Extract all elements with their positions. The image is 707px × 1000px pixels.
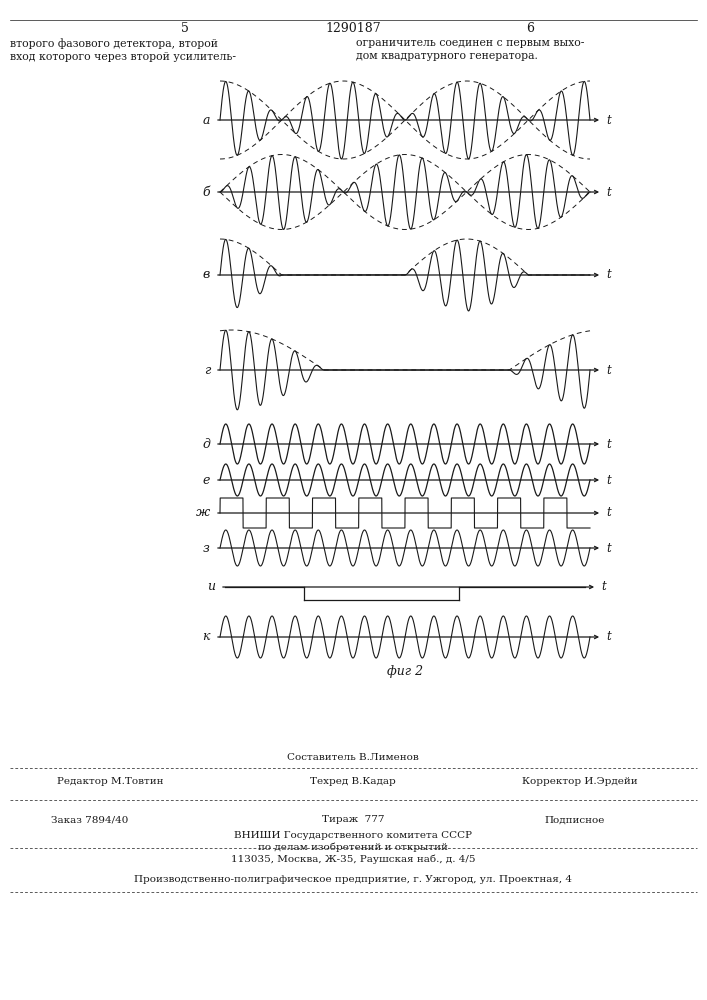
Text: t: t bbox=[606, 268, 611, 282]
Text: в: в bbox=[203, 268, 210, 282]
Text: t: t bbox=[606, 542, 611, 554]
Text: t: t bbox=[606, 506, 611, 520]
Text: ВНИШИ Государственного комитета СССР: ВНИШИ Государственного комитета СССР bbox=[234, 830, 472, 840]
Text: Составитель В.Лименов: Составитель В.Лименов bbox=[287, 752, 419, 762]
Text: по делам изобретений и открытий: по делам изобретений и открытий bbox=[258, 842, 448, 852]
Text: и: и bbox=[207, 580, 215, 593]
Text: Тираж  777: Тираж 777 bbox=[322, 816, 384, 824]
Text: 5: 5 bbox=[181, 21, 189, 34]
Text: е: е bbox=[203, 474, 210, 487]
Text: t: t bbox=[606, 631, 611, 644]
Text: t: t bbox=[606, 363, 611, 376]
Text: t: t bbox=[606, 474, 611, 487]
Text: t: t bbox=[601, 580, 606, 593]
Text: t: t bbox=[606, 438, 611, 450]
Text: t: t bbox=[606, 186, 611, 198]
Text: Производственно-полиграфическое предприятие, г. Ужгород, ул. Проектная, 4: Производственно-полиграфическое предприя… bbox=[134, 876, 572, 884]
Text: г: г bbox=[204, 363, 210, 376]
Text: 1290187: 1290187 bbox=[325, 21, 381, 34]
Text: з: з bbox=[203, 542, 210, 554]
Text: д: д bbox=[202, 438, 210, 450]
Text: 6: 6 bbox=[526, 21, 534, 34]
Text: Заказ 7894/40: Заказ 7894/40 bbox=[52, 816, 129, 824]
Text: 113035, Москва, Ж-35, Раушская наб., д. 4/5: 113035, Москва, Ж-35, Раушская наб., д. … bbox=[230, 854, 475, 864]
Text: Подписное: Подписное bbox=[545, 816, 605, 824]
Text: ограничитель соединен с первым выхо-
дом квадратурного генератора.: ограничитель соединен с первым выхо- дом… bbox=[356, 38, 585, 61]
Text: ж: ж bbox=[196, 506, 210, 520]
Text: к: к bbox=[202, 631, 210, 644]
Text: Техред В.Кадар: Техред В.Кадар bbox=[310, 778, 396, 786]
Text: Корректор И.Эрдейи: Корректор И.Эрдейи bbox=[522, 778, 638, 786]
Text: t: t bbox=[606, 113, 611, 126]
Text: фиг 2: фиг 2 bbox=[387, 666, 423, 678]
Text: б: б bbox=[202, 186, 210, 198]
Text: а: а bbox=[202, 113, 210, 126]
Text: второго фазового детектора, второй
вход которого через второй усилитель-: второго фазового детектора, второй вход … bbox=[10, 38, 236, 62]
Text: Редактор М.Товтин: Редактор М.Товтин bbox=[57, 778, 163, 786]
